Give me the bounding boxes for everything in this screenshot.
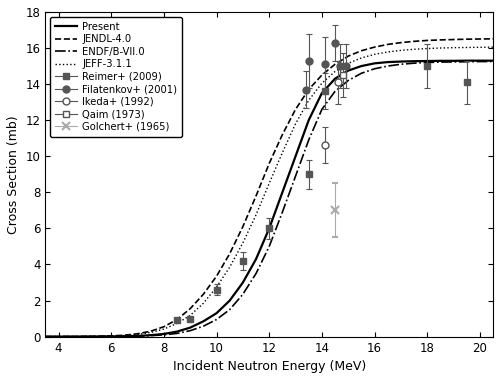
X-axis label: Incident Neutron Energy (MeV): Incident Neutron Energy (MeV) [172,360,366,373]
Legend: Present, JENDL-4.0, ENDF/B-VII.0, JEFF-3.1.1, Reimer+ (2009), Filatenkov+ (2001): Present, JENDL-4.0, ENDF/B-VII.0, JEFF-3… [50,17,182,137]
Y-axis label: Cross Section (mb): Cross Section (mb) [7,115,20,234]
